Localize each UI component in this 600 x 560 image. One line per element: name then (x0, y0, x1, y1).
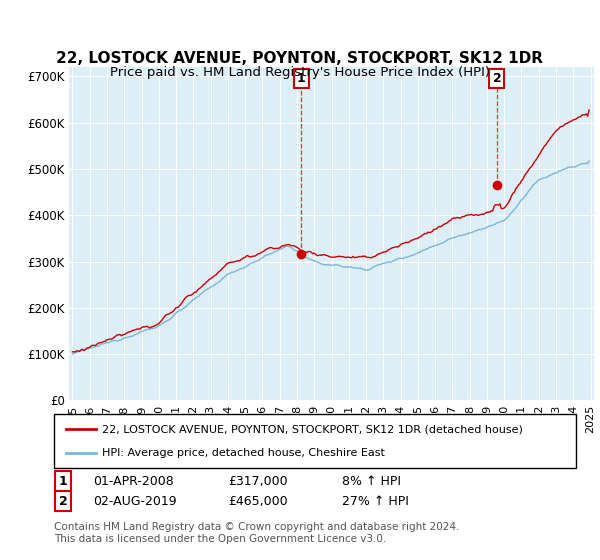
Text: 27% ↑ HPI: 27% ↑ HPI (342, 494, 409, 508)
Text: 22, LOSTOCK AVENUE, POYNTON, STOCKPORT, SK12 1DR (detached house): 22, LOSTOCK AVENUE, POYNTON, STOCKPORT, … (102, 424, 523, 435)
Text: Contains HM Land Registry data © Crown copyright and database right 2024.
This d: Contains HM Land Registry data © Crown c… (54, 522, 460, 544)
Text: HPI: Average price, detached house, Cheshire East: HPI: Average price, detached house, Ches… (102, 447, 385, 458)
Text: £465,000: £465,000 (228, 494, 287, 508)
Text: 1: 1 (297, 72, 305, 85)
Text: 01-APR-2008: 01-APR-2008 (93, 475, 174, 488)
Text: 2: 2 (59, 494, 67, 508)
Text: £317,000: £317,000 (228, 475, 287, 488)
Text: 1: 1 (59, 475, 67, 488)
Text: 8% ↑ HPI: 8% ↑ HPI (342, 475, 401, 488)
Text: 2: 2 (493, 72, 502, 85)
Text: Price paid vs. HM Land Registry's House Price Index (HPI): Price paid vs. HM Land Registry's House … (110, 66, 490, 80)
Text: 22, LOSTOCK AVENUE, POYNTON, STOCKPORT, SK12 1DR: 22, LOSTOCK AVENUE, POYNTON, STOCKPORT, … (56, 52, 544, 66)
Text: 02-AUG-2019: 02-AUG-2019 (93, 494, 176, 508)
